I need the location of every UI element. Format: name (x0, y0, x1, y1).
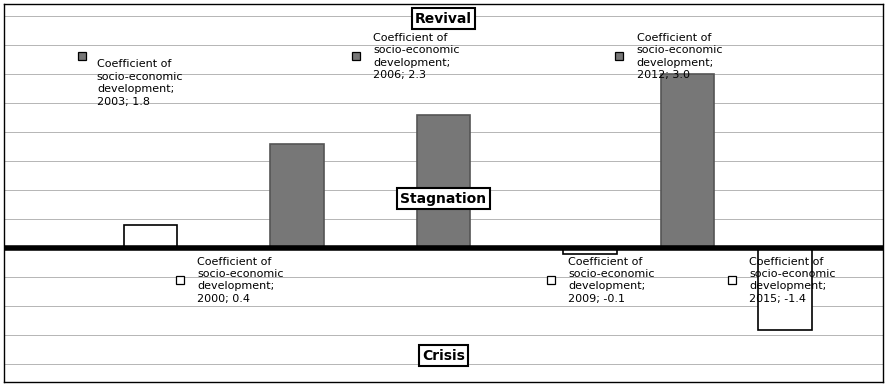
Bar (563, 248, 616, 254)
Text: Coefficient of
socio-economic
development;
2009; -0.1: Coefficient of socio-economic developmen… (568, 257, 654, 304)
Text: Coefficient of
socio-economic
development;
2003; 1.8: Coefficient of socio-economic developmen… (97, 59, 183, 107)
Text: Coefficient of
socio-economic
development;
2015; -1.4: Coefficient of socio-economic developmen… (749, 257, 835, 304)
Text: Coefficient of
socio-economic
development;
2006; 2.3: Coefficient of socio-economic developmen… (373, 33, 459, 80)
Text: Revival: Revival (415, 12, 471, 26)
Bar (416, 115, 470, 248)
Text: Crisis: Crisis (422, 349, 464, 363)
Text: Coefficient of
socio-economic
development;
2000; 0.4: Coefficient of socio-economic developmen… (198, 257, 284, 304)
Bar (270, 144, 323, 248)
Bar (758, 248, 812, 330)
Bar (660, 74, 713, 248)
Text: Coefficient of
socio-economic
development;
2012; 3.0: Coefficient of socio-economic developmen… (636, 33, 722, 80)
Text: Stagnation: Stagnation (400, 192, 486, 206)
Bar (124, 225, 177, 248)
